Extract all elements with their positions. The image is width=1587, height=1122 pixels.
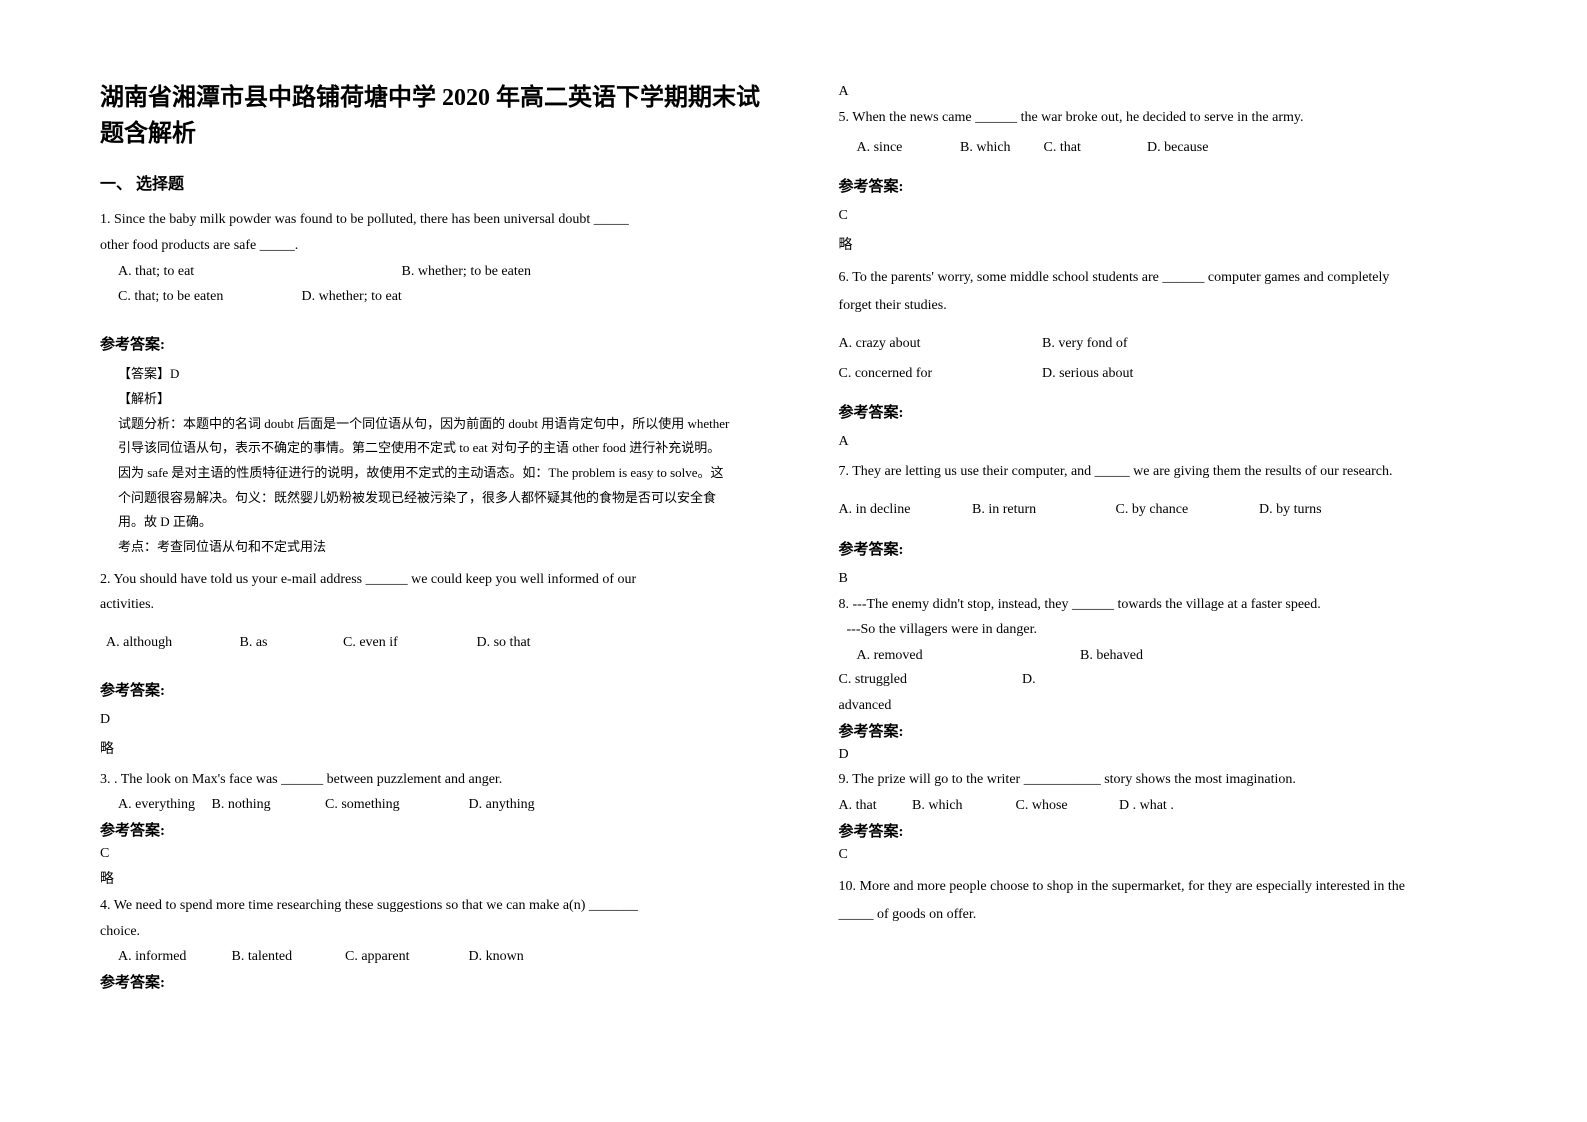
q7-answer: B [839, 567, 1518, 591]
q2-stem-line1: 2. You should have told us your e-mail a… [100, 568, 779, 592]
q8-opt-d2: advanced [839, 694, 892, 718]
q10-stem-line1: 10. More and more people choose to shop … [839, 873, 1518, 901]
q2-answer-label: 参考答案: [100, 679, 779, 700]
q4-stem-line1: 4. We need to spend more time researchin… [100, 894, 779, 918]
q6-answer-label: 参考答案: [839, 401, 1518, 422]
q3-stem: 3. . The look on Max's face was ______ b… [100, 768, 779, 792]
q8-opt-b: B. behaved [1080, 644, 1360, 668]
q3-opt-a: A. everything [118, 793, 208, 817]
q6-stem-line1: 6. To the parents' worry, some middle sc… [839, 264, 1518, 292]
q2-answer: D [100, 708, 779, 732]
q1-answer-jx: 【解析】 [118, 387, 779, 412]
q1-answer-l5: 用。故 D 正确。 [118, 510, 779, 535]
q2-stem-line2: activities. [100, 593, 779, 617]
q4-answer: A [839, 80, 1518, 104]
q9-opt-c: C. whose [1016, 794, 1116, 818]
q5-lue: 略 [839, 234, 1518, 258]
q1-answer-block: 【答案】D 【解析】 试题分析：本题中的名词 doubt 后面是一个同位语从句，… [100, 362, 779, 560]
q1-stem-line2: other food products are safe _____. [100, 234, 779, 258]
q2-opt-b: B. as [240, 631, 340, 655]
q6-opt-c: C. concerned for [839, 362, 1039, 386]
q10-stem-line2: _____ of goods on offer. [839, 903, 1518, 927]
q6-stem-line2: forget their studies. [839, 294, 1518, 318]
q9-opt-b: B. which [912, 794, 1012, 818]
q7-stem: 7. They are letting us use their compute… [839, 460, 1518, 484]
q9-stem: 9. The prize will go to the writer _____… [839, 768, 1518, 792]
q2-options: A. although B. as C. even if D. so that [100, 631, 779, 655]
q6-opt-b: B. very fond of [1042, 332, 1128, 356]
q7-options: A. in decline B. in return C. by chance … [839, 498, 1518, 522]
q9-opt-a: A. that [839, 794, 909, 818]
q3-lue: 略 [100, 868, 779, 892]
q7-answer-label: 参考答案: [839, 538, 1518, 559]
q3-opt-c: C. something [325, 793, 465, 817]
q9-opt-d: D . what . [1119, 794, 1174, 818]
q2-opt-a: A. although [106, 631, 236, 655]
q5-answer-label: 参考答案: [839, 175, 1518, 196]
q1-answer-label: 参考答案: [100, 333, 779, 354]
q7-opt-c: C. by chance [1116, 498, 1256, 522]
q6-opt-a: A. crazy about [839, 332, 1039, 356]
q1-opt-b: B. whether; to be eaten [402, 260, 531, 284]
section-heading: 一、 选择题 [100, 170, 779, 194]
q8-opt-c: C. struggled [839, 668, 1019, 692]
q1-opt-c: C. that; to be eaten [118, 285, 298, 309]
q1-stem-line1: 1. Since the baby milk powder was found … [100, 208, 779, 232]
q8-options-row1: A. removed B. behaved C. struggled D. [839, 644, 1518, 692]
q6-options-row2: C. concerned for D. serious about [839, 362, 1518, 386]
q7-opt-d: D. by turns [1259, 498, 1322, 522]
q5-opt-d: D. because [1147, 136, 1208, 160]
q3-opt-d: D. anything [469, 793, 535, 817]
left-column: 湖南省湘潭市县中路铺荷塘中学 2020 年高二英语下学期期末试题含解析 一、 选… [100, 80, 779, 1082]
q8-options-row2: advanced [839, 694, 1518, 718]
q7-opt-a: A. in decline [839, 498, 969, 522]
q8-stem-line1: 8. ---The enemy didn't stop, instead, th… [839, 593, 1518, 617]
q1-options-row2: C. that; to be eaten D. whether; to eat [100, 285, 779, 309]
q4-stem-line2: choice. [100, 920, 779, 944]
q5-opt-b: B. which [960, 136, 1040, 160]
q7-opt-b: B. in return [972, 498, 1112, 522]
q1-answer-l2: 引导该同位语从句，表示不确定的事情。第二空使用不定式 to eat 对句子的主语… [118, 436, 779, 461]
q4-opt-a: A. informed [118, 945, 228, 969]
q9-answer: C [839, 843, 1518, 867]
q8-answer: D [839, 743, 1518, 767]
q4-opt-b: B. talented [232, 945, 342, 969]
page-title: 湖南省湘潭市县中路铺荷塘中学 2020 年高二英语下学期期末试题含解析 [100, 80, 779, 152]
q5-opt-c: C. that [1044, 136, 1144, 160]
q5-answer: C [839, 204, 1518, 228]
q5-stem: 5. When the news came ______ the war bro… [839, 106, 1518, 130]
q3-answer-label: 参考答案: [100, 819, 779, 840]
q2-opt-c: C. even if [343, 631, 473, 655]
q8-opt-a: A. removed [857, 644, 1077, 668]
q1-answer-l1: 试题分析：本题中的名词 doubt 后面是一个同位语从句，因为前面的 doubt… [118, 412, 779, 437]
q1-answer-l6: 考点：考查同位语从句和不定式用法 [118, 535, 779, 560]
q6-opt-d: D. serious about [1042, 362, 1133, 386]
right-column: A 5. When the news came ______ the war b… [839, 80, 1518, 1082]
q5-options: A. since B. which C. that D. because [839, 136, 1518, 160]
q8-answer-label: 参考答案: [839, 720, 1518, 741]
q4-opt-c: C. apparent [345, 945, 465, 969]
q2-lue: 略 [100, 738, 779, 762]
q8-stem-line2: ---So the villagers were in danger. [847, 618, 1518, 642]
q8-opt-d: D. [1022, 668, 1036, 692]
q1-opt-a: A. that; to eat [118, 260, 398, 284]
q2-opt-d: D. so that [477, 631, 531, 655]
q1-opt-d: D. whether; to eat [302, 285, 402, 309]
q1-options-row1: A. that; to eat B. whether; to be eaten [100, 260, 779, 284]
q9-options: A. that B. which C. whose D . what . [839, 794, 1518, 818]
q3-options: A. everything B. nothing C. something D.… [100, 793, 779, 817]
q6-answer: A [839, 430, 1518, 454]
q3-answer: C [100, 842, 779, 866]
q1-answer-l4: 个问题很容易解决。句义：既然婴儿奶粉被发现已经被污染了，很多人都怀疑其他的食物是… [118, 486, 779, 511]
q1-answer-l3: 因为 safe 是对主语的性质特征进行的说明，故使用不定式的主动语态。如：The… [118, 461, 779, 486]
q4-answer-label: 参考答案: [100, 971, 779, 992]
q4-opt-d: D. known [469, 945, 524, 969]
q4-options: A. informed B. talented C. apparent D. k… [100, 945, 779, 969]
q5-opt-a: A. since [857, 136, 957, 160]
q6-options-row1: A. crazy about B. very fond of [839, 332, 1518, 356]
q9-answer-label: 参考答案: [839, 820, 1518, 841]
q3-opt-b: B. nothing [212, 793, 322, 817]
q1-answer-key: 【答案】D [118, 362, 779, 387]
